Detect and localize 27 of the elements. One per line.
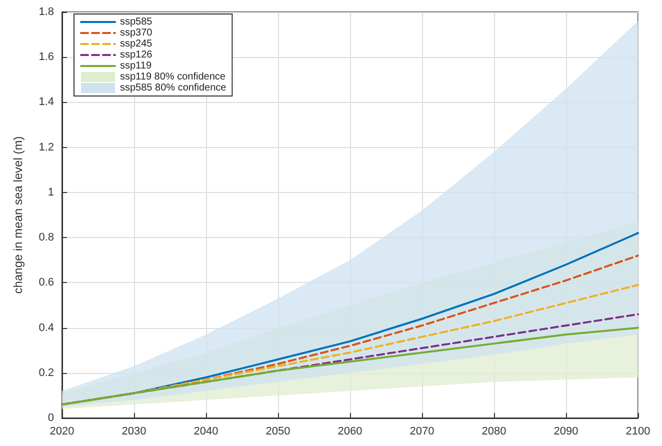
legend-label: ssp119 <box>120 60 152 72</box>
y-tick-label: 0 <box>48 412 54 424</box>
x-tick-label: 2090 <box>554 426 578 438</box>
legend-label: ssp585 80% confidence <box>120 82 227 94</box>
y-tick-label: 0.8 <box>38 232 54 244</box>
y-tick-label: 1.4 <box>38 96 54 108</box>
x-tick-label: 2030 <box>122 426 146 438</box>
y-axis-title: change in mean sea level (m) <box>11 136 25 294</box>
x-tick-label: 2060 <box>338 426 362 438</box>
legend-label: ssp245 <box>120 38 153 50</box>
y-tick-label: 1 <box>48 186 54 198</box>
x-tick-label: 2040 <box>194 426 218 438</box>
y-tick-label: 0.2 <box>38 366 54 379</box>
x-tick-label: 2080 <box>482 426 506 438</box>
legend-label: ssp585 <box>120 16 153 28</box>
legend-label: ssp370 <box>120 28 153 38</box>
y-tick-label: 1.8 <box>38 6 54 18</box>
legend-label: ssp119 80% confidence <box>120 72 226 82</box>
x-tick-label: 2050 <box>266 426 290 438</box>
legend-label: ssp126 <box>120 50 153 60</box>
x-tick-label: 2100 <box>626 426 650 438</box>
x-tick-label: 2070 <box>410 426 434 438</box>
x-tick-label: 2020 <box>50 426 74 438</box>
y-tick-label: 1.6 <box>38 51 54 64</box>
y-tick-label: 0.6 <box>38 276 54 289</box>
y-tick-label: 1.2 <box>38 141 54 154</box>
y-tick-label: 0.4 <box>38 322 54 334</box>
